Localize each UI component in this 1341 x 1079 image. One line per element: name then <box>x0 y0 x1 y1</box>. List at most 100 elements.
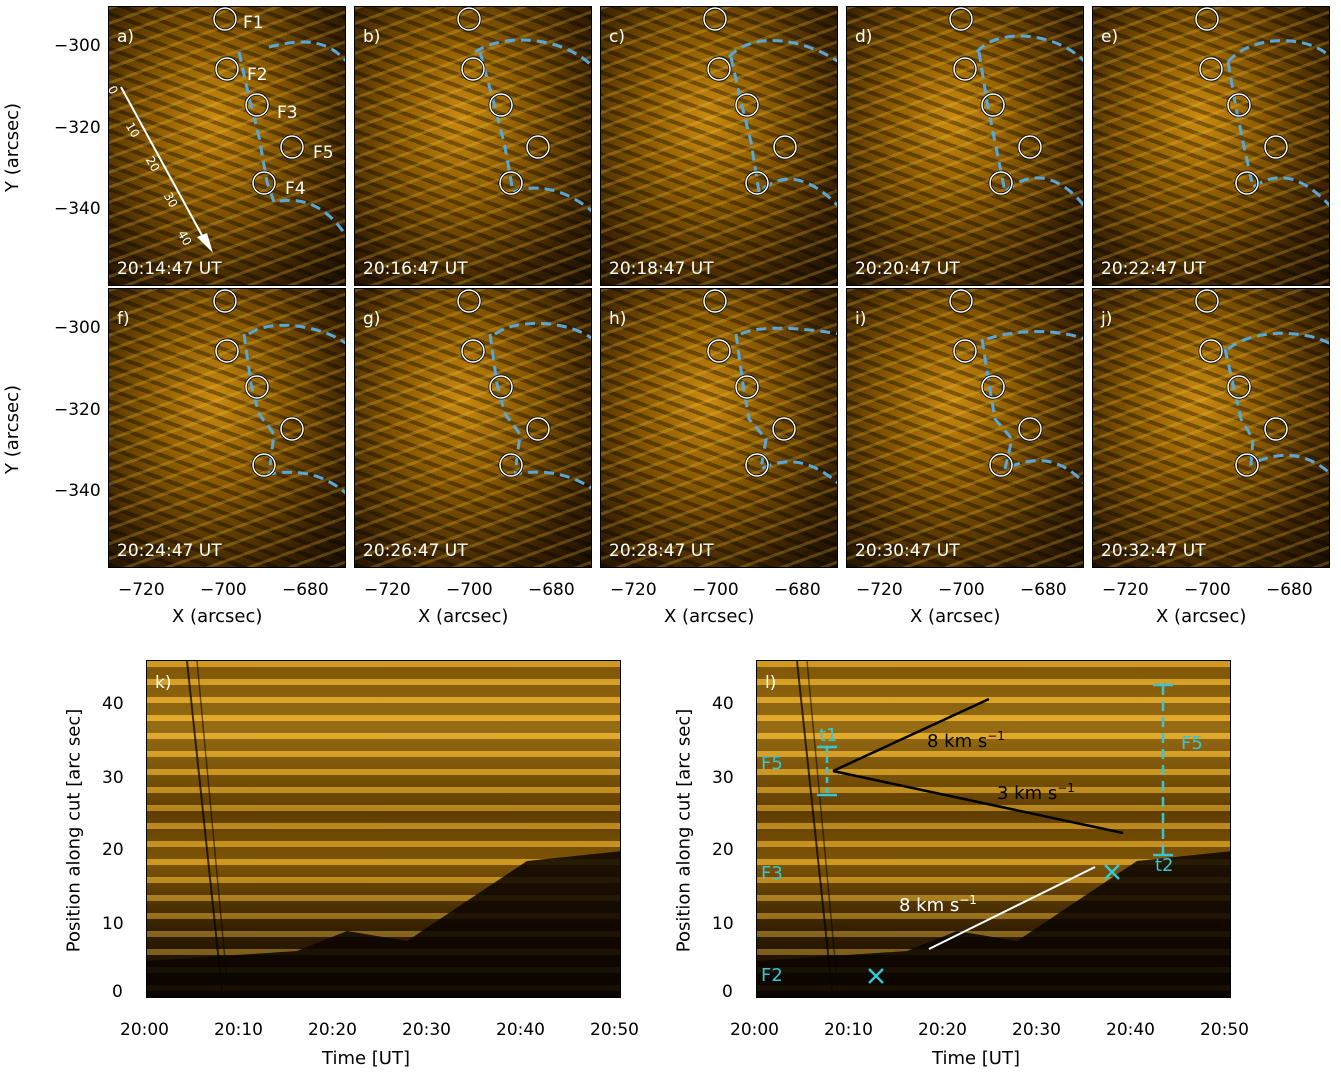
image-panel-d: d) 20:20:47 UT <box>846 6 1084 286</box>
image-panel-a: a) 20:14:47 UT F1 F2 F3 F5 F4 0 10 20 30… <box>108 6 346 286</box>
x-tick: −680 <box>1020 580 1067 600</box>
image-panel-j: j) 20:32:47 UT <box>1092 288 1330 568</box>
panel-overlay <box>948 7 1083 207</box>
image-panel-h: h) 20:28:47 UT <box>600 288 838 568</box>
y-tick: 10 <box>102 914 124 934</box>
panel-label: j) <box>1101 309 1113 329</box>
panel-timestamp: 20:28:47 UT <box>609 541 714 561</box>
panel-label: i) <box>855 309 867 329</box>
y-tick: −320 <box>54 118 101 138</box>
x-tick: −720 <box>1102 580 1149 600</box>
y-tick: 20 <box>102 840 124 860</box>
velocity-label-white: 8 km s−1 <box>899 893 977 916</box>
y-axis-label-row1: Y (arcsec) <box>2 102 24 193</box>
x-tick: −720 <box>118 580 165 600</box>
panel-overlay <box>702 289 837 485</box>
x-axis-label-l: Time [UT] <box>932 1048 1020 1069</box>
panel-timestamp: 20:30:47 UT <box>855 541 960 561</box>
image-panel-e: e) 20:22:47 UT <box>1092 6 1330 286</box>
panel-overlay <box>120 7 345 253</box>
timeslice-panel-l: l) 8 km s−1 3 km s−1 8 km s−1 t1 t2 F5 F… <box>756 660 1231 998</box>
panel-label: e) <box>1101 27 1119 47</box>
feature-label-f5: F5 <box>313 143 334 163</box>
y-tick: 0 <box>722 982 733 1002</box>
timeslice-panel-k: k) <box>146 660 621 998</box>
y-tick: −300 <box>54 36 101 56</box>
x-tick: 20:00 <box>120 1020 169 1040</box>
panel-label: l) <box>765 673 777 693</box>
x-tick: 20:20 <box>308 1020 357 1040</box>
panel-overlay <box>1194 7 1329 208</box>
y-axis-label-row2: Y (arcsec) <box>2 384 24 475</box>
x-axis-label: X (arcsec) <box>418 606 509 627</box>
y-tick: 40 <box>102 694 124 714</box>
panel-timestamp: 20:32:47 UT <box>1101 541 1206 561</box>
timeslice-overlay <box>757 661 1230 997</box>
panel-timestamp: 20:24:47 UT <box>117 541 222 561</box>
y-tick: 10 <box>712 914 734 934</box>
x-tick: 20:40 <box>1106 1020 1155 1040</box>
panel-label: b) <box>363 27 381 47</box>
panel-label: a) <box>117 27 135 47</box>
x-axis-label: X (arcsec) <box>910 606 1001 627</box>
f3-label: F3 <box>761 863 783 884</box>
f5-left-label: F5 <box>761 753 783 774</box>
t1-label: t1 <box>819 725 838 746</box>
x-tick: −700 <box>1184 580 1231 600</box>
x-axis-label-k: Time [UT] <box>322 1048 410 1069</box>
x-tick: 20:50 <box>590 1020 639 1040</box>
panel-overlay <box>456 289 591 490</box>
image-panel-i: i) 20:30:47 UT <box>846 288 1084 568</box>
x-tick: 20:30 <box>402 1020 451 1040</box>
y-axis-label-k: Position along cut [arc sec] <box>63 708 85 953</box>
y-tick: 40 <box>712 694 734 714</box>
x-tick: −700 <box>692 580 739 600</box>
panel-overlay <box>456 7 591 213</box>
feature-label-f1: F1 <box>243 13 264 33</box>
panel-label: g) <box>363 309 381 329</box>
x-tick: −720 <box>364 580 411 600</box>
x-tick: −700 <box>200 580 247 600</box>
t2-label: t2 <box>1155 855 1174 876</box>
y-tick: 30 <box>102 768 124 788</box>
x-axis-label: X (arcsec) <box>172 606 263 627</box>
panel-timestamp: 20:20:47 UT <box>855 259 960 279</box>
x-tick: −680 <box>528 580 575 600</box>
panel-overlay <box>1194 289 1329 478</box>
y-tick: −320 <box>54 400 101 420</box>
x-tick: −680 <box>282 580 329 600</box>
feature-label-f4: F4 <box>285 179 306 199</box>
y-axis-label-l: Position along cut [arc sec] <box>673 708 695 953</box>
image-panel-g: g) 20:26:47 UT <box>354 288 592 568</box>
velocity-label-lower: 3 km s−1 <box>997 781 1075 804</box>
x-tick: −720 <box>610 580 657 600</box>
panel-timestamp: 20:18:47 UT <box>609 259 714 279</box>
x-tick: −700 <box>938 580 985 600</box>
feature-label-f3: F3 <box>277 103 298 123</box>
x-tick: 20:50 <box>1200 1020 1249 1040</box>
x-tick: 20:10 <box>824 1020 873 1040</box>
timeslice-overlay <box>147 661 620 997</box>
x-axis-label: X (arcsec) <box>664 606 755 627</box>
x-tick: −700 <box>446 580 493 600</box>
panel-label: d) <box>855 27 873 47</box>
y-tick: 30 <box>712 768 734 788</box>
y-tick: −300 <box>54 318 101 338</box>
panel-overlay <box>212 289 345 495</box>
panel-timestamp: 20:22:47 UT <box>1101 259 1206 279</box>
velocity-label-upper: 8 km s−1 <box>927 729 1005 752</box>
x-tick: 20:40 <box>496 1020 545 1040</box>
image-panel-c: c) 20:18:47 UT <box>600 6 838 286</box>
x-tick: −720 <box>856 580 903 600</box>
x-tick: 20:00 <box>730 1020 779 1040</box>
x-tick: −680 <box>774 580 821 600</box>
panel-overlay <box>702 7 837 208</box>
y-tick: −340 <box>54 481 101 501</box>
panel-label: k) <box>155 673 172 693</box>
panel-label: f) <box>117 309 130 329</box>
x-tick: 20:10 <box>214 1020 263 1040</box>
y-tick: −340 <box>54 199 101 219</box>
panel-label: h) <box>609 309 627 329</box>
panel-label: c) <box>609 27 625 47</box>
x-tick: 20:30 <box>1012 1020 1061 1040</box>
